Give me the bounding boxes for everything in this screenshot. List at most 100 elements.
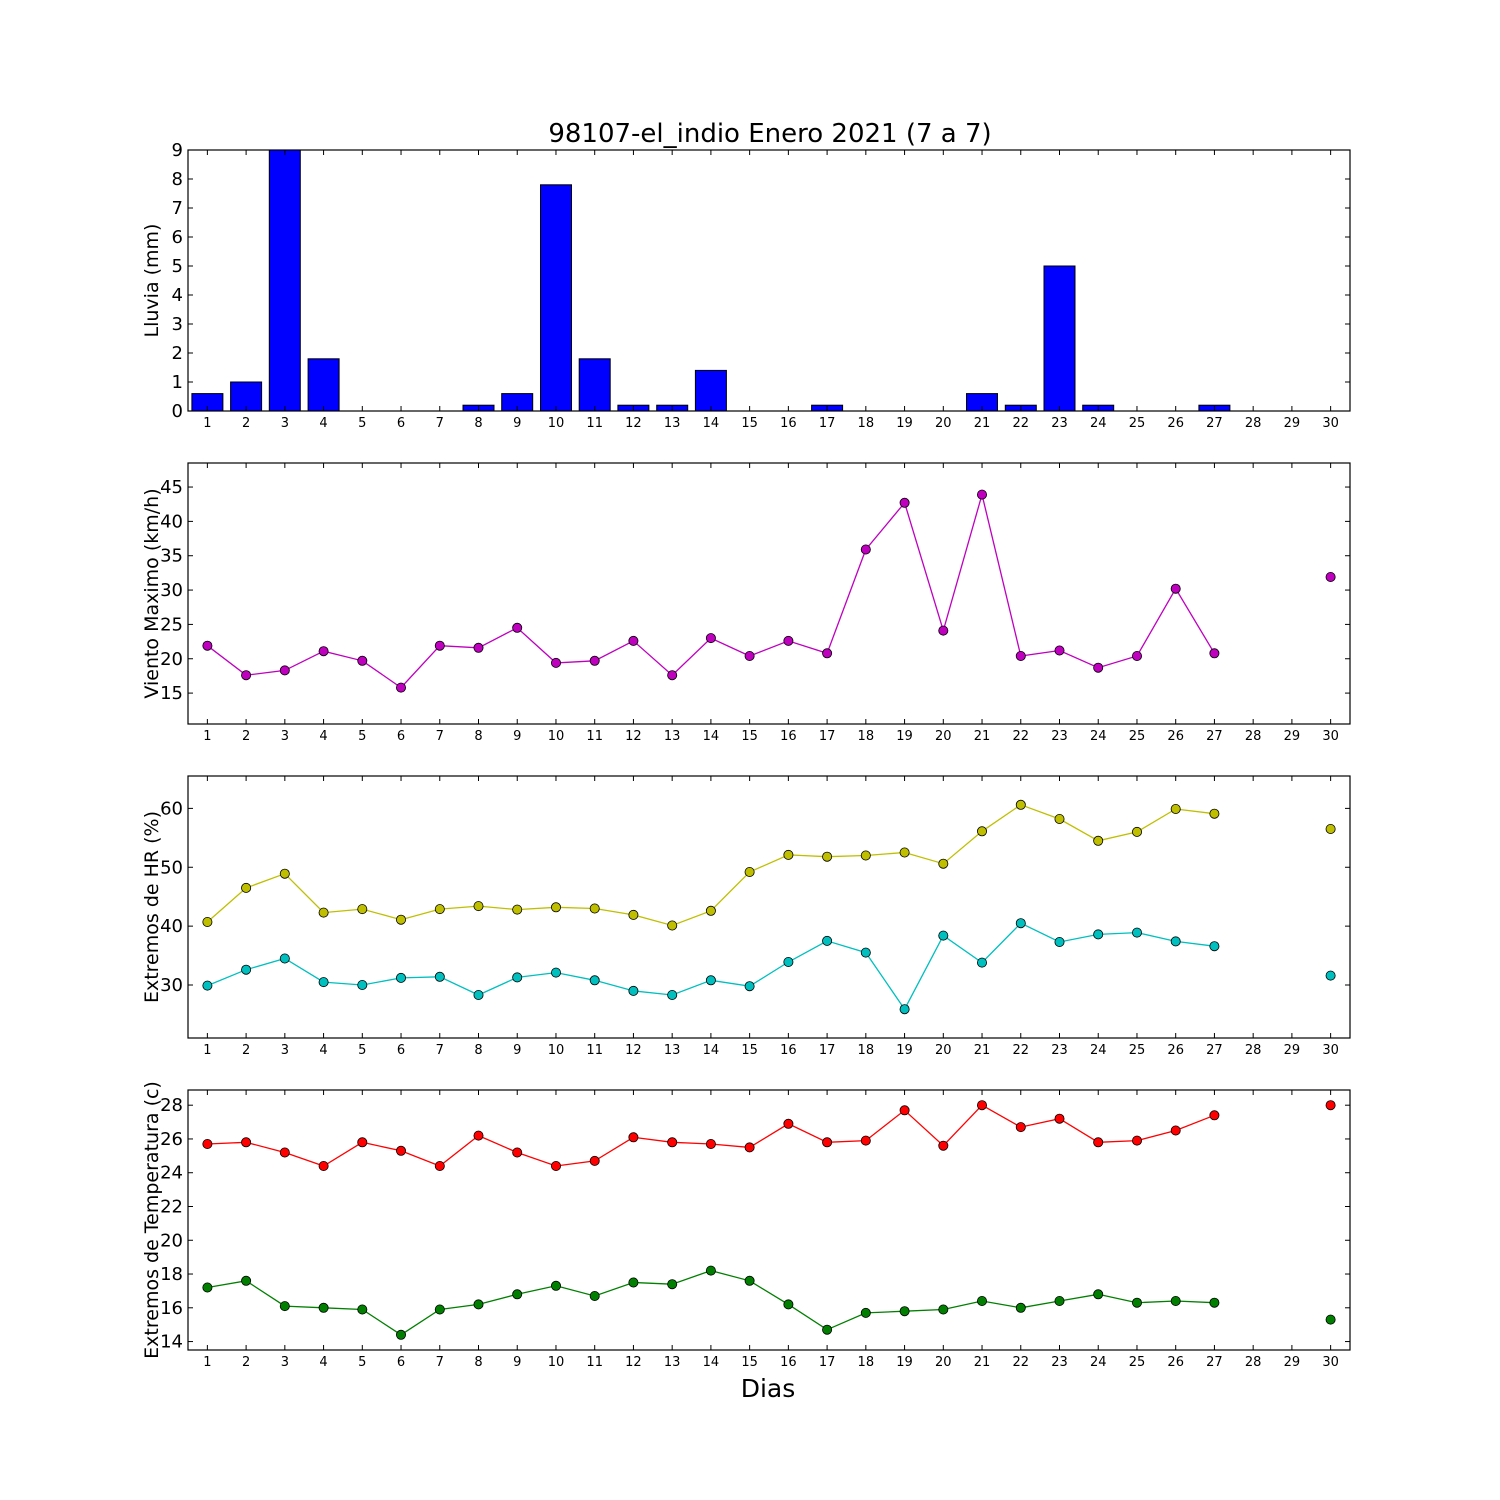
- y-tick-label: 35: [160, 546, 183, 567]
- x-tick-label: 1: [203, 1043, 211, 1058]
- y-tick-label: 18: [160, 1264, 183, 1285]
- x-tick-label: 3: [281, 1355, 289, 1370]
- point-humedad-1-day-15: [744, 981, 755, 992]
- x-tick-label: 4: [319, 1355, 327, 1370]
- x-tick-label: 12: [625, 729, 642, 744]
- point-viento-0-day-8: [473, 642, 484, 653]
- x-tick-label: 27: [1206, 1043, 1223, 1058]
- point-viento-0-day-24: [1093, 662, 1104, 673]
- x-tick-label: 7: [436, 1043, 444, 1058]
- x-tick-label: 20: [935, 416, 952, 431]
- point-temperatura-0-day-19: [899, 1105, 910, 1116]
- point-humedad-0-day-8: [473, 901, 484, 912]
- x-tick-label: 24: [1090, 1043, 1107, 1058]
- point-temperatura-0-day-4: [318, 1161, 329, 1172]
- point-temperatura-0-day-13: [667, 1137, 678, 1148]
- point-temperatura-1-day-24: [1093, 1289, 1104, 1300]
- x-tick-label: 13: [664, 1043, 681, 1058]
- x-tick-label: 23: [1051, 729, 1068, 744]
- x-tick-label: 27: [1206, 729, 1223, 744]
- y-axis-label-lluvia: Lluvia (mm): [141, 224, 163, 338]
- x-tick-label: 25: [1129, 1355, 1146, 1370]
- x-tick-label: 29: [1284, 729, 1301, 744]
- x-tick-label: 4: [319, 1043, 327, 1058]
- x-tick-label: 5: [358, 729, 366, 744]
- point-temperatura-0-day-8: [473, 1130, 484, 1141]
- point-humedad-1-day-25: [1132, 927, 1143, 938]
- x-tick-label: 29: [1284, 416, 1301, 431]
- point-temperatura-1-day-18: [860, 1307, 871, 1318]
- y-axis-label-humedad: Extremos de HR (%): [141, 811, 163, 1003]
- x-tick-label: 1: [203, 416, 211, 431]
- y-tick-label: 7: [172, 198, 183, 219]
- point-temperatura-0-day-30: [1325, 1100, 1336, 1111]
- point-temperatura-0-day-24: [1093, 1137, 1104, 1148]
- point-temperatura-0-day-15: [744, 1142, 755, 1153]
- point-temperatura-1-day-2: [241, 1275, 252, 1286]
- point-temperatura-0-day-9: [512, 1147, 523, 1158]
- series-line-humedad-1-0: [207, 922, 1215, 1011]
- x-axis-label: Dias: [741, 1374, 796, 1403]
- point-humedad-1-day-9: [512, 972, 523, 983]
- x-tick-label: 27: [1206, 1355, 1223, 1370]
- point-humedad-1-day-20: [938, 930, 949, 941]
- x-tick-label: 20: [935, 729, 952, 744]
- x-tick-label: 19: [896, 416, 913, 431]
- x-tick-label: 7: [436, 729, 444, 744]
- bar-day-14: [694, 369, 727, 412]
- x-tick-label: 17: [819, 729, 836, 744]
- point-viento-0-day-6: [395, 682, 406, 693]
- point-temperatura-0-day-18: [860, 1135, 871, 1146]
- point-temperatura-1-day-11: [589, 1291, 600, 1302]
- x-tick-label: 24: [1090, 1355, 1107, 1370]
- point-humedad-0-day-12: [628, 909, 639, 920]
- x-tick-label: 10: [548, 1355, 565, 1370]
- x-tick-label: 17: [819, 1043, 836, 1058]
- point-viento-0-day-7: [434, 640, 445, 651]
- point-viento-0-day-17: [822, 648, 833, 659]
- x-tick-label: 13: [664, 729, 681, 744]
- point-humedad-0-day-30: [1325, 824, 1336, 835]
- point-humedad-1-day-24: [1093, 929, 1104, 940]
- point-viento-0-day-5: [357, 655, 368, 666]
- point-viento-0-day-26: [1170, 583, 1181, 594]
- point-temperatura-1-day-13: [667, 1279, 678, 1290]
- point-humedad-0-day-24: [1093, 835, 1104, 846]
- x-tick-label: 13: [664, 416, 681, 431]
- x-tick-label: 1: [203, 1355, 211, 1370]
- x-tick-label: 5: [358, 1043, 366, 1058]
- plot-frame-humedad: [187, 775, 1351, 1039]
- x-tick-label: 30: [1322, 1355, 1339, 1370]
- point-humedad-1-day-13: [667, 990, 678, 1001]
- point-humedad-0-day-25: [1132, 826, 1143, 837]
- x-tick-label: 21: [974, 729, 991, 744]
- point-temperatura-0-day-10: [551, 1161, 562, 1172]
- point-temperatura-1-day-5: [357, 1304, 368, 1315]
- point-temperatura-0-day-11: [589, 1155, 600, 1166]
- x-tick-label: 15: [741, 729, 758, 744]
- point-viento-0-day-11: [589, 655, 600, 666]
- y-tick-label: 14: [160, 1332, 183, 1353]
- x-tick-label: 21: [974, 1043, 991, 1058]
- x-tick-label: 7: [436, 1355, 444, 1370]
- x-tick-label: 30: [1322, 1043, 1339, 1058]
- point-temperatura-1-day-20: [938, 1304, 949, 1315]
- x-tick-label: 29: [1284, 1043, 1301, 1058]
- y-tick-label: 20: [160, 1230, 183, 1251]
- point-temperatura-1-day-27: [1209, 1297, 1220, 1308]
- x-tick-label: 11: [586, 1355, 603, 1370]
- point-humedad-1-day-4: [318, 977, 329, 988]
- y-tick-label: 40: [160, 511, 183, 532]
- x-tick-label: 30: [1322, 729, 1339, 744]
- point-viento-0-day-12: [628, 635, 639, 646]
- point-temperatura-0-day-7: [434, 1161, 445, 1172]
- x-tick-label: 20: [935, 1355, 952, 1370]
- x-tick-label: 24: [1090, 416, 1107, 431]
- point-humedad-1-day-23: [1054, 937, 1065, 948]
- x-tick-label: 9: [513, 729, 521, 744]
- plot-frame-temperatura: [187, 1089, 1351, 1351]
- point-viento-0-day-25: [1132, 651, 1143, 662]
